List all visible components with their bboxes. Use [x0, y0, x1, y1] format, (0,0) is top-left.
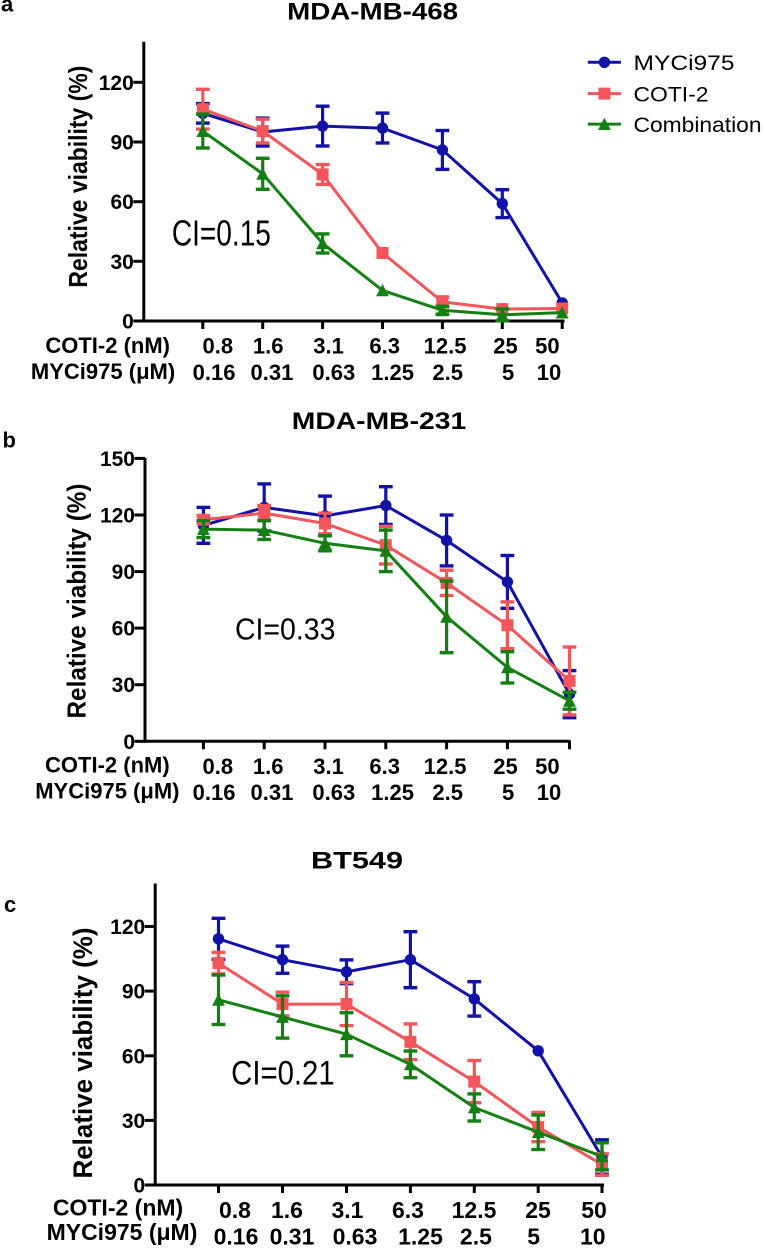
svg-text:12.5: 12.5: [452, 1197, 497, 1223]
svg-text:25: 25: [493, 333, 517, 358]
svg-text:0.63: 0.63: [312, 780, 355, 805]
svg-text:6.3: 6.3: [369, 754, 400, 779]
svg-text:6.3: 6.3: [369, 333, 400, 358]
svg-text:Relative viability (%): Relative viability (%): [63, 66, 93, 288]
svg-text:MDA-MB-231: MDA-MB-231: [292, 408, 467, 435]
svg-text:Relative viability (%): Relative viability (%): [68, 928, 98, 1179]
svg-text:MYCi975 (μM): MYCi975 (μM): [47, 1219, 198, 1245]
svg-text:120: 120: [99, 72, 134, 95]
svg-text:1.6: 1.6: [253, 754, 284, 779]
svg-text:1.25: 1.25: [371, 780, 414, 805]
svg-text:BT549: BT549: [311, 848, 403, 875]
svg-text:b: b: [3, 428, 16, 453]
svg-text:30: 30: [110, 251, 133, 274]
svg-text:5: 5: [502, 360, 514, 385]
svg-text:1.6: 1.6: [271, 1197, 303, 1223]
svg-text:CI=0.21: CI=0.21: [231, 1055, 335, 1093]
svg-text:COTI-2: COTI-2: [634, 83, 709, 106]
svg-text:a: a: [1, 0, 14, 17]
svg-text:10: 10: [537, 780, 561, 805]
svg-text:0.31: 0.31: [250, 780, 293, 805]
svg-text:0.31: 0.31: [250, 360, 293, 385]
svg-text:6.3: 6.3: [392, 1197, 424, 1223]
svg-text:30: 30: [112, 674, 135, 697]
svg-text:50: 50: [535, 333, 559, 358]
svg-text:MDA-MB-468: MDA-MB-468: [287, 0, 458, 26]
svg-text:90: 90: [110, 132, 133, 155]
svg-text:12.5: 12.5: [424, 754, 467, 779]
svg-text:2.5: 2.5: [460, 1223, 492, 1249]
svg-text:COTI-2 (nM): COTI-2 (nM): [45, 752, 170, 777]
svg-text:Relative viability (%): Relative viability (%): [62, 484, 92, 719]
svg-text:0.16: 0.16: [214, 1223, 259, 1249]
svg-text:25: 25: [493, 754, 517, 779]
svg-text:0.8: 0.8: [203, 333, 234, 358]
svg-text:90: 90: [122, 981, 145, 1004]
svg-text:10: 10: [537, 360, 561, 385]
svg-text:2.5: 2.5: [432, 780, 463, 805]
svg-text:0.16: 0.16: [193, 360, 236, 385]
svg-text:0: 0: [134, 1175, 146, 1198]
svg-text:5: 5: [527, 1223, 540, 1249]
svg-text:Combination: Combination: [634, 114, 762, 137]
svg-text:0.31: 0.31: [270, 1223, 315, 1249]
svg-text:120: 120: [110, 916, 145, 939]
svg-text:10: 10: [580, 1223, 606, 1249]
svg-text:c: c: [4, 892, 16, 917]
svg-text:COTI-2 (nM): COTI-2 (nM): [53, 1194, 183, 1220]
svg-text:60: 60: [110, 191, 133, 214]
svg-text:1.25: 1.25: [371, 360, 414, 385]
svg-text:150: 150: [100, 448, 135, 471]
svg-text:CI=0.33: CI=0.33: [235, 613, 336, 647]
svg-text:MYCi975 (μM): MYCi975 (μM): [35, 779, 179, 804]
svg-text:12.5: 12.5: [424, 333, 467, 358]
svg-text:1.25: 1.25: [398, 1223, 443, 1249]
svg-text:0.8: 0.8: [219, 1197, 251, 1223]
svg-text:25: 25: [525, 1197, 551, 1223]
svg-text:COTI-2 (nM): COTI-2 (nM): [45, 333, 170, 358]
svg-text:50: 50: [535, 754, 559, 779]
svg-text:120: 120: [100, 505, 135, 528]
svg-text:0: 0: [122, 311, 134, 334]
svg-text:5: 5: [502, 780, 514, 805]
svg-text:0: 0: [123, 731, 135, 754]
svg-text:50: 50: [581, 1197, 607, 1223]
svg-text:0.63: 0.63: [312, 360, 355, 385]
svg-text:3.1: 3.1: [313, 754, 344, 779]
svg-text:30: 30: [122, 1110, 145, 1133]
svg-text:0.16: 0.16: [193, 780, 236, 805]
svg-text:0.63: 0.63: [333, 1223, 378, 1249]
svg-text:0.8: 0.8: [203, 754, 234, 779]
svg-text:1.6: 1.6: [253, 333, 284, 358]
svg-text:60: 60: [112, 618, 135, 641]
svg-text:60: 60: [122, 1045, 145, 1068]
svg-text:90: 90: [112, 561, 135, 584]
svg-text:2.5: 2.5: [432, 360, 463, 385]
svg-text:CI=0.15: CI=0.15: [172, 213, 271, 254]
svg-text:MYCi975 (μM): MYCi975 (μM): [31, 359, 175, 384]
svg-text:3.1: 3.1: [313, 333, 344, 358]
svg-text:MYCi975: MYCi975: [634, 52, 735, 75]
svg-text:3.1: 3.1: [332, 1197, 364, 1223]
